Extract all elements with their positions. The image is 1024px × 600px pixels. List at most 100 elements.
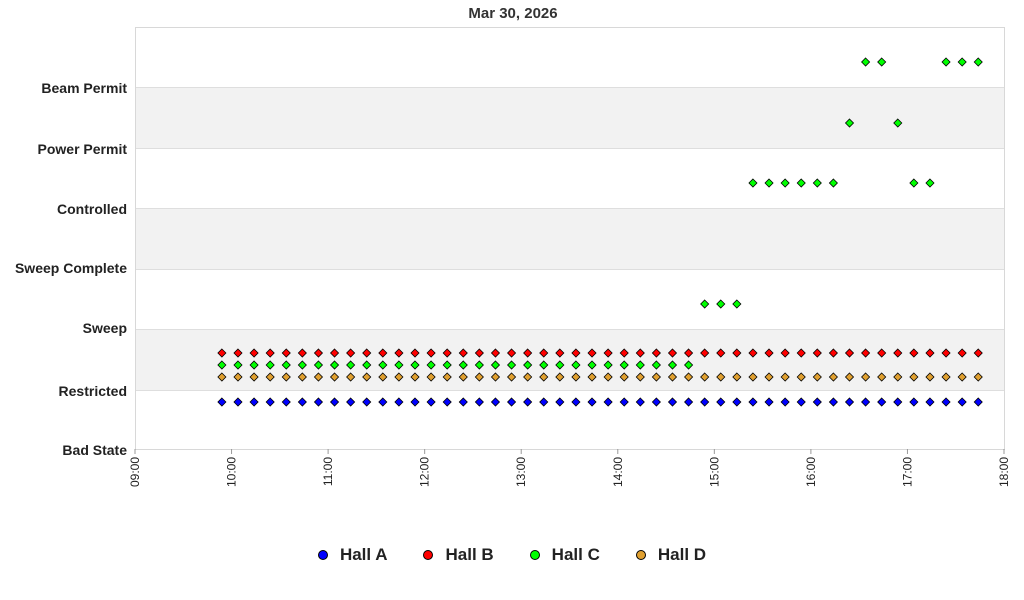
data-point-hall-c[interactable] xyxy=(619,360,629,370)
data-point-hall-c[interactable] xyxy=(313,360,324,370)
data-point-hall-a[interactable] xyxy=(297,397,307,407)
data-point-hall-d[interactable] xyxy=(828,372,838,382)
data-point-hall-d[interactable] xyxy=(973,372,983,382)
data-point-hall-d[interactable] xyxy=(410,372,420,382)
legend-item-hall-c[interactable]: Hall C xyxy=(529,545,600,565)
data-point-hall-a[interactable] xyxy=(973,397,983,407)
data-point-hall-b[interactable] xyxy=(474,348,484,358)
data-point-hall-d[interactable] xyxy=(700,372,710,382)
data-point-hall-d[interactable] xyxy=(394,372,404,382)
data-point-hall-d[interactable] xyxy=(329,372,340,382)
data-point-hall-a[interactable] xyxy=(265,397,275,407)
data-point-hall-b[interactable] xyxy=(973,348,983,358)
data-point-hall-c[interactable] xyxy=(877,57,887,67)
data-point-hall-a[interactable] xyxy=(346,397,356,407)
data-point-hall-b[interactable] xyxy=(523,348,533,358)
data-point-hall-c[interactable] xyxy=(458,360,468,370)
data-point-hall-c[interactable] xyxy=(587,360,597,370)
data-point-hall-b[interactable] xyxy=(507,348,517,358)
data-point-hall-d[interactable] xyxy=(909,372,919,382)
data-point-hall-a[interactable] xyxy=(410,397,420,407)
data-point-hall-d[interactable] xyxy=(635,372,645,382)
data-point-hall-b[interactable] xyxy=(555,348,565,358)
data-point-hall-d[interactable] xyxy=(716,372,726,382)
data-point-hall-b[interactable] xyxy=(941,348,951,358)
data-point-hall-d[interactable] xyxy=(957,372,967,382)
data-point-hall-b[interactable] xyxy=(667,348,678,358)
data-point-hall-b[interactable] xyxy=(764,348,774,358)
data-point-hall-b[interactable] xyxy=(925,348,935,358)
data-point-hall-b[interactable] xyxy=(249,348,259,358)
data-point-hall-c[interactable] xyxy=(249,360,259,370)
data-point-hall-d[interactable] xyxy=(812,372,822,382)
data-point-hall-c[interactable] xyxy=(700,299,710,309)
data-point-hall-b[interactable] xyxy=(877,348,887,358)
data-point-hall-d[interactable] xyxy=(442,372,452,382)
data-point-hall-b[interactable] xyxy=(490,348,501,358)
legend-item-hall-a[interactable]: Hall A xyxy=(317,545,387,565)
data-point-hall-d[interactable] xyxy=(587,372,597,382)
data-point-hall-c[interactable] xyxy=(426,360,436,370)
data-point-hall-c[interactable] xyxy=(957,57,967,67)
data-point-hall-c[interactable] xyxy=(796,178,806,188)
data-point-hall-b[interactable] xyxy=(587,348,597,358)
data-point-hall-a[interactable] xyxy=(329,397,340,407)
data-point-hall-a[interactable] xyxy=(828,397,838,407)
data-point-hall-b[interactable] xyxy=(539,348,549,358)
data-point-hall-a[interactable] xyxy=(684,397,694,407)
data-point-hall-d[interactable] xyxy=(732,372,742,382)
data-point-hall-d[interactable] xyxy=(764,372,774,382)
data-point-hall-a[interactable] xyxy=(764,397,774,407)
data-point-hall-c[interactable] xyxy=(442,360,452,370)
data-point-hall-d[interactable] xyxy=(555,372,565,382)
data-point-hall-a[interactable] xyxy=(281,397,291,407)
data-point-hall-b[interactable] xyxy=(796,348,806,358)
data-point-hall-a[interactable] xyxy=(780,397,790,407)
data-point-hall-c[interactable] xyxy=(732,299,742,309)
data-point-hall-a[interactable] xyxy=(555,397,565,407)
data-point-hall-a[interactable] xyxy=(796,397,806,407)
data-point-hall-a[interactable] xyxy=(716,397,726,407)
data-point-hall-c[interactable] xyxy=(941,57,951,67)
data-point-hall-b[interactable] xyxy=(635,348,645,358)
data-point-hall-c[interactable] xyxy=(861,57,871,67)
data-point-hall-a[interactable] xyxy=(812,397,822,407)
data-point-hall-a[interactable] xyxy=(362,397,372,407)
data-point-hall-d[interactable] xyxy=(458,372,468,382)
data-point-hall-b[interactable] xyxy=(893,348,903,358)
data-point-hall-a[interactable] xyxy=(603,397,613,407)
data-point-hall-b[interactable] xyxy=(442,348,452,358)
data-point-hall-b[interactable] xyxy=(619,348,629,358)
data-point-hall-a[interactable] xyxy=(571,397,581,407)
data-point-hall-d[interactable] xyxy=(844,372,855,382)
data-point-hall-b[interactable] xyxy=(362,348,372,358)
data-point-hall-c[interactable] xyxy=(410,360,420,370)
data-point-hall-c[interactable] xyxy=(764,178,774,188)
data-point-hall-d[interactable] xyxy=(490,372,501,382)
data-point-hall-b[interactable] xyxy=(909,348,919,358)
data-point-hall-d[interactable] xyxy=(603,372,613,382)
data-point-hall-c[interactable] xyxy=(684,360,694,370)
legend-item-hall-b[interactable]: Hall B xyxy=(423,545,494,565)
data-point-hall-c[interactable] xyxy=(716,299,726,309)
data-point-hall-d[interactable] xyxy=(941,372,951,382)
data-point-hall-c[interactable] xyxy=(925,178,935,188)
data-point-hall-d[interactable] xyxy=(233,372,243,382)
data-point-hall-d[interactable] xyxy=(925,372,935,382)
data-point-hall-a[interactable] xyxy=(378,397,388,407)
data-point-hall-b[interactable] xyxy=(217,348,227,358)
data-point-hall-c[interactable] xyxy=(635,360,645,370)
data-point-hall-c[interactable] xyxy=(555,360,565,370)
data-point-hall-d[interactable] xyxy=(796,372,806,382)
data-point-hall-d[interactable] xyxy=(474,372,484,382)
data-point-hall-c[interactable] xyxy=(362,360,372,370)
data-point-hall-d[interactable] xyxy=(281,372,291,382)
data-point-hall-d[interactable] xyxy=(507,372,517,382)
data-point-hall-d[interactable] xyxy=(426,372,436,382)
data-point-hall-a[interactable] xyxy=(844,397,855,407)
data-point-hall-c[interactable] xyxy=(844,118,855,128)
data-point-hall-b[interactable] xyxy=(716,348,726,358)
data-point-hall-a[interactable] xyxy=(909,397,919,407)
data-point-hall-c[interactable] xyxy=(603,360,613,370)
data-point-hall-c[interactable] xyxy=(812,178,822,188)
